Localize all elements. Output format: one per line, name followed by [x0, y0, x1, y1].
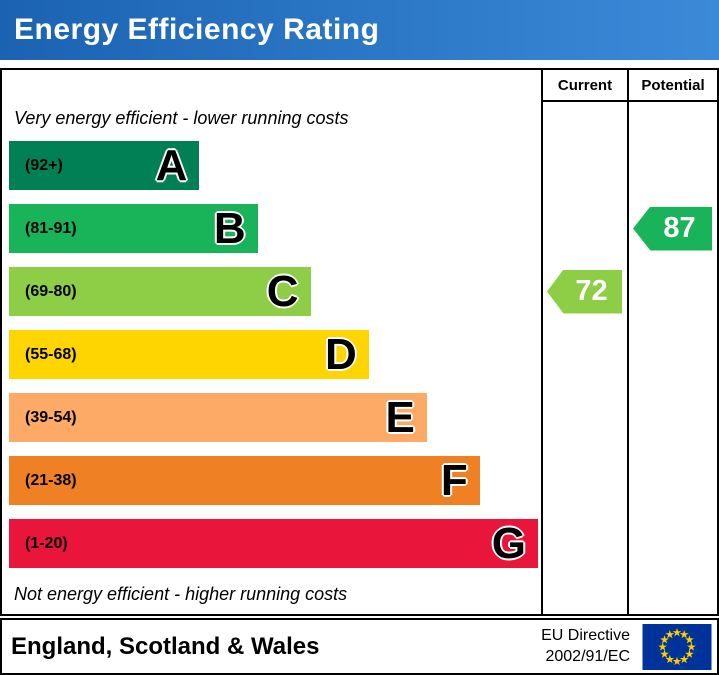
band-row-g: (1-20) G	[9, 512, 538, 575]
band-letter: E	[385, 392, 415, 442]
eu-directive-line1: EU Directive	[541, 626, 630, 644]
header-spacer	[2, 70, 541, 102]
band-row-c: (69-80) C	[9, 260, 538, 323]
band-letter: C	[266, 266, 299, 316]
band-bar-c: (69-80) C	[9, 267, 311, 316]
band-range-label: (39-54)	[25, 408, 77, 426]
band-letter: F	[440, 455, 468, 505]
band-bar-f: (21-38) F	[9, 456, 480, 505]
footer: England, Scotland & Wales EU Directive 2…	[0, 618, 719, 675]
band-row-f: (21-38) F	[9, 449, 538, 512]
energy-rating-chart: Current Potential Very energy efficient …	[0, 68, 719, 616]
band-range-label: (69-80)	[25, 282, 77, 300]
bands-column: Very energy efficient - lower running co…	[2, 102, 541, 614]
current-column: 72	[541, 102, 627, 614]
column-header-current: Current	[541, 70, 627, 102]
column-header-potential: Potential	[627, 70, 717, 102]
band-row-b: (81-91) B	[9, 197, 538, 260]
region-label: England, Scotland & Wales	[11, 632, 320, 660]
potential-column: 87	[627, 102, 717, 614]
page-title: Energy Efficiency Rating	[14, 13, 380, 46]
band-bar-d: (55-68) D	[9, 330, 369, 379]
eu-directive-label: EU Directive 2002/91/EC	[541, 626, 630, 668]
band-letter: G	[491, 518, 526, 568]
band-letter: A	[155, 140, 188, 190]
band-letter: D	[324, 329, 357, 379]
band-range-label: (55-68)	[25, 345, 77, 363]
band-bar-a: (92+) A	[9, 140, 200, 190]
band-range-label: (21-38)	[25, 471, 77, 489]
eu-directive-line2: 2002/91/EC	[545, 647, 630, 665]
band-range-label: (92+)	[25, 156, 63, 174]
current-value: 72	[575, 275, 608, 307]
current-arrow: 72	[547, 269, 622, 314]
band-bar-b: (81-91) B	[9, 204, 258, 253]
eu-flag-icon	[642, 623, 712, 670]
bottom-note: Not energy efficient - higher running co…	[14, 584, 348, 604]
band-bar-g: (1-20) G	[9, 519, 538, 568]
top-note: Very energy efficient - lower running co…	[14, 107, 349, 128]
band-row-d: (55-68) D	[9, 323, 538, 386]
band-row-a: (92+) A	[9, 134, 538, 197]
band-row-e: (39-54) E	[9, 386, 538, 449]
potential-arrow: 87	[633, 206, 712, 251]
band-bar-e: (39-54) E	[9, 393, 427, 442]
banner: Energy Efficiency Rating	[0, 0, 719, 60]
band-range-label: (1-20)	[25, 534, 68, 552]
band-range-label: (81-91)	[25, 219, 77, 237]
band-letter: B	[213, 203, 246, 253]
potential-value: 87	[663, 212, 696, 244]
